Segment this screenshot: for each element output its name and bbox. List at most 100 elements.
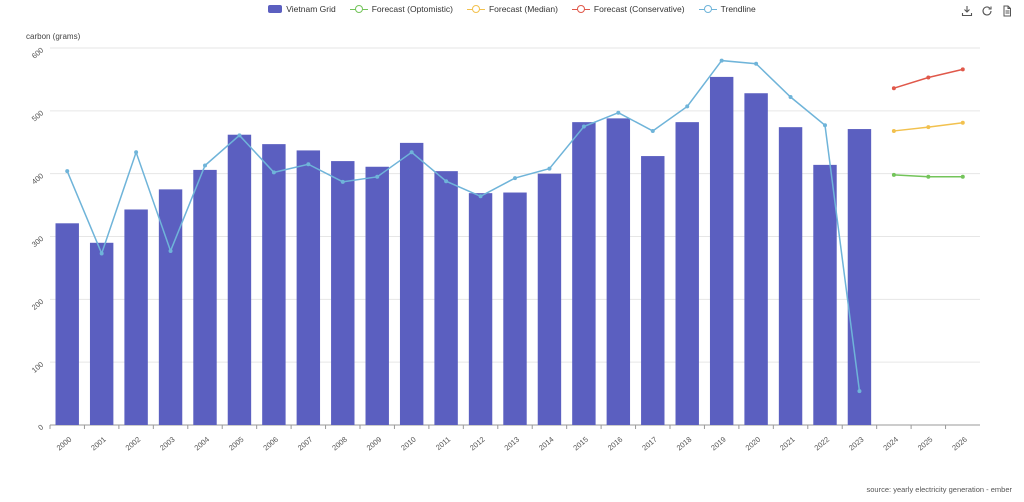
bar — [262, 144, 286, 425]
x-tick-label: 2016 — [606, 435, 625, 453]
bar — [296, 150, 321, 425]
x-tick-label: 2003 — [158, 435, 177, 453]
data-point — [375, 174, 380, 179]
y-tick-label: 0 — [36, 423, 45, 433]
data-point — [891, 128, 896, 133]
legend-item[interactable]: Forecast (Conservative) — [571, 4, 685, 14]
x-tick-label: 2013 — [503, 435, 522, 453]
legend-swatch — [698, 5, 717, 13]
series-line — [66, 59, 861, 392]
x-tick-label: 2010 — [399, 435, 418, 453]
download-icon[interactable] — [960, 4, 974, 18]
legend-item[interactable]: Vietnam Grid — [268, 4, 336, 14]
bar — [641, 156, 665, 425]
data-point — [409, 150, 414, 155]
data-point — [444, 179, 449, 184]
x-tick-label: 2023 — [847, 435, 866, 453]
legend-label: Forecast (Optomistic) — [371, 4, 453, 14]
document-icon[interactable] — [1000, 4, 1014, 18]
bar — [778, 127, 803, 426]
x-tick-label: 2012 — [468, 435, 487, 453]
data-point — [788, 95, 793, 100]
bar — [744, 93, 768, 426]
legend-label: Forecast (Median) — [488, 4, 558, 14]
data-point — [99, 251, 104, 256]
x-tick-label: 2011 — [434, 435, 452, 452]
x-tick-label: 2006 — [261, 435, 280, 453]
y-axis-label: carbon (grams) — [26, 32, 81, 41]
x-tick-label: 2021 — [778, 435, 797, 453]
bar — [55, 223, 79, 425]
data-point — [581, 124, 586, 129]
legend-label: Forecast (Conservative) — [593, 4, 685, 14]
x-tick-label: 2018 — [675, 435, 694, 453]
x-tick-label: 2009 — [365, 435, 384, 453]
x-tick-label: 2014 — [537, 435, 556, 453]
bar — [365, 166, 389, 425]
y-tick-label: 300 — [30, 234, 45, 249]
data-point — [960, 120, 965, 125]
data-point — [203, 163, 207, 168]
legend-swatch — [466, 5, 485, 13]
y-tick-label: 600 — [30, 46, 45, 61]
data-point — [340, 179, 345, 184]
data-point — [857, 389, 862, 394]
legend-item[interactable]: Forecast (Median) — [466, 4, 558, 14]
data-point — [891, 172, 896, 177]
y-tick-label: 400 — [30, 171, 45, 186]
data-point — [891, 86, 896, 91]
data-point — [616, 110, 621, 115]
bar — [606, 118, 631, 425]
data-point — [823, 123, 827, 128]
y-tick-label: 200 — [30, 297, 45, 312]
data-point — [237, 133, 242, 138]
legend-swatch — [349, 5, 368, 13]
bar — [503, 192, 527, 425]
bar — [227, 134, 252, 425]
x-tick-label: 2005 — [227, 435, 246, 453]
legend-item[interactable]: Trendline — [698, 4, 756, 14]
legend-swatch — [571, 5, 590, 13]
bar — [847, 129, 872, 425]
bar — [709, 76, 734, 426]
data-point — [719, 58, 724, 63]
x-tick-label: 2026 — [950, 435, 969, 453]
chart-legend: Vietnam Grid Forecast (Optomistic) Forecas… — [0, 4, 1024, 14]
x-tick-label: 2000 — [55, 435, 74, 453]
data-point — [650, 128, 655, 133]
x-tick-label: 2001 — [89, 435, 108, 453]
x-tick-label: 2020 — [744, 435, 763, 453]
data-point — [926, 174, 931, 179]
source-note: source: yearly electricity generation - … — [866, 485, 1012, 494]
legend-item[interactable]: Forecast (Optomistic) — [349, 4, 453, 14]
bar — [331, 161, 355, 425]
bar — [124, 209, 148, 425]
refresh-icon[interactable] — [980, 4, 994, 18]
y-tick-label: 100 — [30, 360, 45, 375]
data-point — [271, 170, 276, 175]
x-tick-label: 2017 — [640, 435, 659, 453]
x-tick-label: 2002 — [124, 435, 143, 453]
legend-label: Vietnam Grid — [286, 4, 336, 14]
x-tick-label: 2004 — [193, 435, 212, 453]
data-point — [926, 125, 931, 130]
chart-toolbar — [960, 4, 1014, 18]
bar — [158, 189, 183, 425]
data-point — [960, 67, 965, 72]
data-point — [134, 150, 139, 155]
bar — [434, 171, 458, 425]
bar — [193, 169, 217, 425]
bar — [572, 122, 596, 425]
x-tick-label: 2025 — [916, 435, 935, 453]
bar — [537, 173, 562, 425]
bar — [468, 193, 493, 425]
data-point — [306, 162, 311, 167]
data-point — [926, 75, 931, 80]
bar — [675, 122, 699, 425]
data-point — [65, 169, 70, 174]
legend-swatch — [268, 5, 283, 13]
legend-label: Trendline — [720, 4, 756, 14]
x-tick-label: 2007 — [296, 435, 315, 453]
data-point — [513, 176, 517, 181]
